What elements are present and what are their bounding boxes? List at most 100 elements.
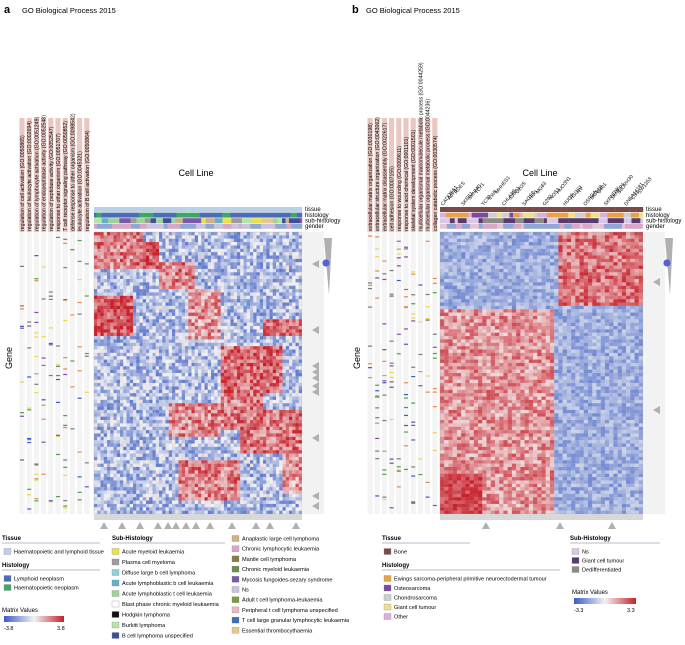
a-heat-cell (204, 279, 208, 283)
a-heat-cell (139, 423, 143, 427)
a-heat-cell (240, 326, 244, 330)
a-heat-cell (256, 329, 260, 333)
a-heat-cell (116, 369, 121, 374)
a-heat-cell (211, 480, 215, 484)
a-heat-cell (139, 443, 143, 448)
a-heat-cell (149, 389, 153, 394)
a-heat-cell (126, 255, 130, 260)
a-heat-cell (155, 265, 160, 270)
a-heat-cell (181, 460, 186, 464)
a-heat-cell (181, 299, 186, 303)
a-heat-cell (295, 396, 299, 401)
a-heat-cell (253, 436, 257, 441)
a-heat-cell (142, 245, 147, 249)
a-heat-cell (168, 413, 173, 417)
a-heat-cell (295, 467, 299, 471)
a-heat-cell (237, 386, 241, 390)
a-heat-cell (159, 238, 163, 243)
a-heat-cell (250, 443, 254, 448)
a-heat-cell (188, 279, 192, 283)
a-heat-cell (136, 460, 140, 464)
a-heat-cell (289, 305, 293, 310)
a-heat-cell (94, 376, 98, 380)
a-heat-cell (253, 352, 257, 357)
a-heat-cell (289, 423, 293, 427)
a-heat-cell (146, 446, 150, 451)
a-heat-cell (230, 235, 234, 239)
a-heat-cell (253, 409, 257, 414)
a-heat-cell (107, 403, 111, 407)
a-heat-cell (133, 467, 137, 471)
a-heat-cell (116, 467, 121, 471)
a-heat-cell (181, 362, 186, 367)
a-heat-cell (107, 463, 111, 468)
a-heat-cell (168, 436, 173, 441)
a-heat-cell (185, 467, 189, 471)
a-heat-cell (298, 426, 303, 431)
a-heat-cell (246, 326, 251, 330)
a-heat-cell (110, 292, 114, 296)
a-heat-cell (133, 416, 137, 421)
a-heat-cell (256, 356, 260, 360)
a-heat-cell (168, 366, 173, 370)
a-heat-cell (240, 359, 244, 364)
a-heat-cell (103, 232, 108, 236)
a-heat-cell (285, 326, 290, 330)
a-heat-cell (266, 373, 270, 377)
a-heat-cell (107, 285, 111, 290)
a-heat-cell (110, 436, 114, 441)
a-heat-cell (272, 272, 277, 276)
a-heat-cell (250, 309, 254, 313)
a-heat-cell (136, 332, 140, 337)
a-heat-cell (259, 282, 264, 286)
a-heat-cell (133, 289, 137, 293)
a-heat-cell (220, 379, 225, 384)
a-heat-cell (233, 285, 238, 290)
a-heat-cell (217, 302, 221, 307)
a-heat-cell (250, 403, 254, 407)
a-heat-cell (272, 373, 277, 377)
a-heat-cell (152, 275, 156, 280)
a-heat-cell (113, 339, 117, 343)
a-heat-cell (188, 460, 192, 464)
a-annot-cell (169, 207, 175, 212)
a-heat-cell (152, 292, 156, 296)
a-heat-cell (240, 453, 244, 458)
a-heat-cell (237, 423, 241, 427)
a-heat-cell (269, 477, 273, 481)
a-heat-cell (159, 255, 163, 260)
a-heat-cell (220, 356, 225, 360)
a-heat-cell (185, 423, 189, 427)
a-heat-cell (133, 356, 137, 360)
a-heat-cell (266, 342, 270, 347)
a-heat-cell (188, 322, 192, 327)
a-heat-cell (146, 426, 150, 431)
a-heat-cell (146, 285, 150, 290)
a-heat-cell (204, 463, 208, 468)
a-heat-cell (266, 238, 270, 243)
a-heat-cell (181, 305, 186, 310)
a-heat-cell (133, 312, 137, 317)
a-heat-cell (146, 238, 150, 243)
a-heat-cell (194, 342, 199, 347)
a-heat-cell (227, 373, 231, 377)
a-heat-cell (129, 268, 134, 273)
a-heat-cell (142, 396, 147, 401)
a-heat-cell (191, 332, 195, 337)
a-heat-cell (240, 258, 244, 263)
a-heat-cell (162, 386, 166, 390)
a-heat-cell (178, 289, 182, 293)
a-heat-cell (178, 470, 182, 474)
a-heat-cell (237, 268, 241, 273)
a-heat-cell (126, 315, 130, 320)
a-heat-cell (110, 373, 114, 377)
a-heat-cell (136, 379, 140, 384)
a-heat-cell (113, 332, 117, 337)
a-heat-cell (185, 477, 189, 481)
a-heat-cell (168, 238, 173, 243)
a-heat-cell (178, 279, 182, 283)
a-heat-cell (214, 258, 218, 263)
a-heat-cell (152, 252, 156, 256)
a-heat-cell (185, 396, 189, 401)
a-heat-cell (198, 440, 202, 444)
